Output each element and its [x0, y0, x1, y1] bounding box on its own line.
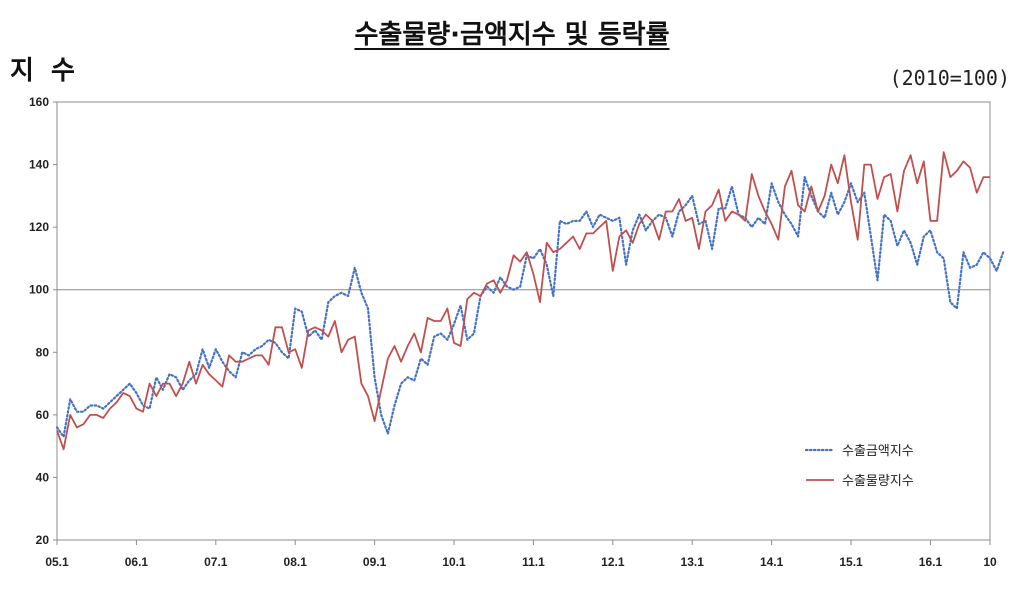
series-line-export-value-index: [55, 176, 1005, 438]
x-tick-label: 06.1: [125, 555, 149, 569]
x-tick-label: 15.1: [839, 555, 863, 569]
y-tick-label: 160: [29, 95, 49, 109]
chart-title: 수출물량·금액지수 및 등락률: [354, 20, 670, 50]
x-tick-label: 07.1: [204, 555, 228, 569]
series-line-export-volume-index: [56, 151, 990, 451]
x-tick-label: 16.1: [919, 555, 943, 569]
base-year-note: (2010=100): [889, 66, 1010, 90]
legend-label: 수출금액지수: [842, 444, 914, 459]
x-tick-label: 09.1: [363, 555, 387, 569]
y-tick-label: 60: [36, 408, 50, 422]
plot-border: [56, 101, 991, 541]
x-tick-label: 13.1: [681, 555, 705, 569]
x-tick-label: 12.1: [601, 555, 625, 569]
x-tick-label: 11.1: [522, 555, 545, 569]
x-tick-label: 08.1: [284, 555, 308, 569]
y-tick-label: 140: [29, 158, 49, 172]
y-tick-label: 120: [29, 220, 49, 234]
legend-label: 수출물량지수: [842, 474, 914, 489]
x-tick-label: 10: [983, 555, 997, 569]
axes: 20 40 60 80 100 120 140 160 05.1 06.1 07.1 08.1 09.1…: [29, 95, 997, 569]
y-tick-label: 100: [29, 283, 49, 297]
x-tick-label: 10.1: [442, 555, 466, 569]
y-axis-label: 지 수: [10, 56, 79, 86]
y-tick-label: 40: [36, 470, 50, 484]
x-tick-label: 05.1: [45, 555, 69, 569]
x-tick-label: 14.1: [760, 555, 784, 569]
y-tick-label: 20: [36, 533, 50, 547]
y-tick-label: 80: [36, 345, 50, 359]
series-layer: [55, 151, 1005, 451]
